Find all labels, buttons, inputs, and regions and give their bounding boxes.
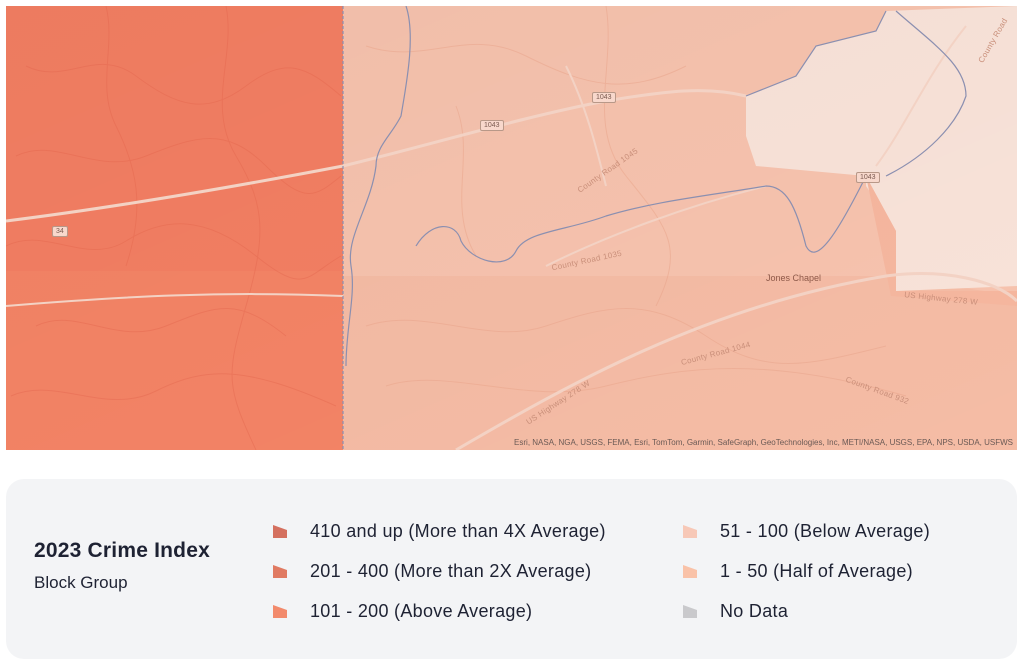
legend-item-51-100: 51 - 100 (Below Average) xyxy=(682,519,930,543)
legend-subtitle: Block Group xyxy=(34,573,128,592)
legend-item-410-and-up: 410 and up (More than 4X Average) xyxy=(272,519,606,543)
flag-swatch-icon xyxy=(272,563,288,579)
legend-panel: 2023 Crime Index Block Group 410 and up … xyxy=(6,479,1017,659)
route-shield-34: 34 xyxy=(52,226,68,237)
crime-index-map[interactable]: 1043 1043 34 1043 County Road 1045 Count… xyxy=(6,6,1017,450)
flag-swatch-icon xyxy=(272,523,288,539)
legend-title: 2023 Crime Index xyxy=(34,539,210,562)
legend-item-no-data: No Data xyxy=(682,599,788,623)
terrain-lines-west xyxy=(6,6,342,450)
legend-label-51-100: 51 - 100 (Below Average) xyxy=(720,520,930,541)
terrain-shading xyxy=(6,6,1017,450)
legend-label-101-200: 101 - 200 (Above Average) xyxy=(310,600,533,621)
legend-label-201-400: 201 - 400 (More than 2X Average) xyxy=(310,560,592,581)
route-shield-1043-east: 1043 xyxy=(856,172,880,183)
route-shield-1043-west: 1043 xyxy=(480,120,504,131)
legend-item-1-50: 1 - 50 (Half of Average) xyxy=(682,559,913,583)
legend-item-201-400: 201 - 400 (More than 2X Average) xyxy=(272,559,591,583)
legend-label-410-and-up: 410 and up (More than 4X Average) xyxy=(310,520,606,541)
block-group-boundaries xyxy=(342,6,967,450)
flag-swatch-icon xyxy=(682,603,698,619)
roads xyxy=(6,25,1017,450)
flag-swatch-icon xyxy=(272,603,288,619)
route-shield-1043-north: 1043 xyxy=(592,92,616,103)
flag-swatch-icon xyxy=(682,563,698,579)
legend-label-no-data: No Data xyxy=(720,600,789,621)
legend-item-101-200: 101 - 200 (Above Average) xyxy=(272,599,532,623)
terrain-lines-east xyxy=(365,6,907,397)
map-canvas xyxy=(6,6,1017,450)
flag-swatch-icon xyxy=(682,523,698,539)
legend-label-1-50: 1 - 50 (Half of Average) xyxy=(720,560,913,581)
map-attribution: Esri, NASA, NGA, USGS, FEMA, Esri, TomTo… xyxy=(514,438,1013,447)
place-label-jones-chapel: Jones Chapel xyxy=(766,273,822,283)
